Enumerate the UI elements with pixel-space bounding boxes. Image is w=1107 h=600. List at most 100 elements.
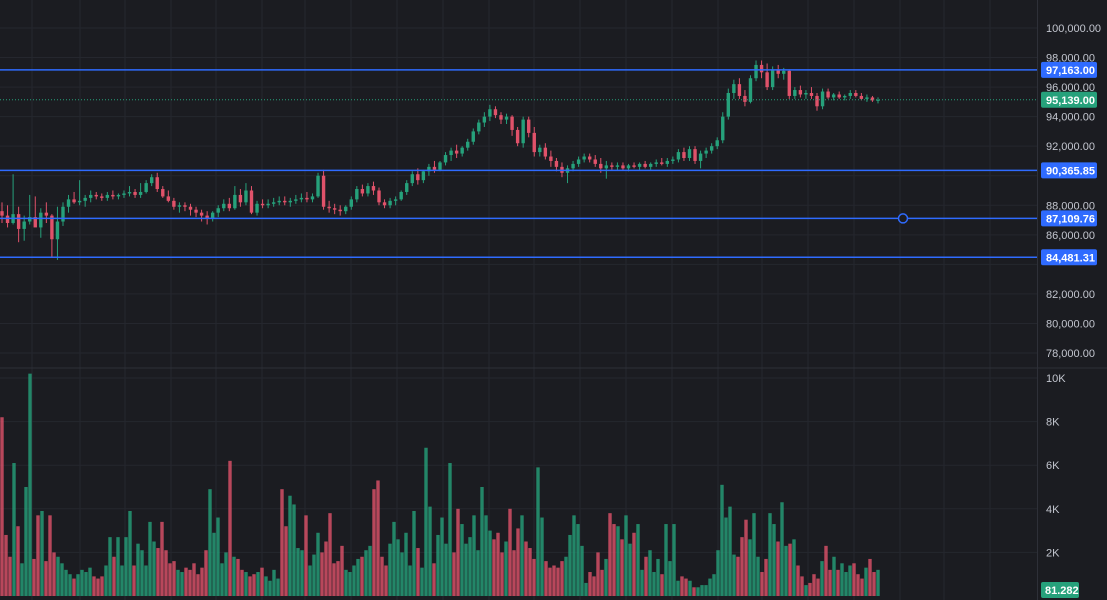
- volume-bar: [316, 532, 320, 596]
- volume-bar: [704, 585, 708, 596]
- candle-body: [321, 175, 326, 207]
- candle-body: [549, 156, 553, 161]
- candle-body: [632, 165, 636, 167]
- volume-bar: [240, 569, 244, 596]
- candle-body: [837, 94, 841, 98]
- volume-bar: [460, 524, 464, 596]
- candle-body: [820, 91, 825, 107]
- candle-body: [615, 165, 620, 167]
- candle-body: [210, 212, 215, 219]
- volume-bar: [324, 541, 328, 596]
- candle-body: [676, 152, 681, 160]
- volume-bar: [120, 565, 124, 596]
- volume-bar: [712, 574, 716, 596]
- candle-body: [831, 94, 836, 98]
- candle-body: [94, 194, 98, 197]
- candle-body: [61, 206, 65, 222]
- candle-body: [288, 200, 293, 203]
- volume-tick-label: 4K: [1046, 504, 1060, 516]
- candle-body: [876, 99, 880, 101]
- volume-bar: [320, 552, 324, 596]
- price-axis-ticks: 100,000.00 98,000.00 96,000.00 94,000.00 92,…: [1046, 23, 1101, 360]
- volume-bar: [332, 563, 336, 596]
- volume-bar: [596, 552, 600, 596]
- volume-bar: [204, 550, 208, 596]
- volume-bar: [344, 569, 348, 596]
- price-pane[interactable]: [0, 60, 1037, 260]
- volume-bar: [844, 572, 848, 596]
- candle-body: [532, 132, 536, 153]
- volume-bar: [128, 510, 132, 596]
- candle-body: [183, 205, 187, 207]
- volume-bar: [208, 489, 212, 596]
- volume-bar: [548, 567, 552, 596]
- volume-bar: [620, 539, 624, 596]
- candle-body: [782, 70, 786, 74]
- volume-bar: [876, 569, 880, 596]
- candle-body: [610, 165, 614, 167]
- volume-bar: [384, 565, 388, 596]
- candle-body: [693, 149, 697, 161]
- volume-pane[interactable]: [0, 373, 880, 596]
- candle-body: [194, 209, 198, 213]
- volume-bar: [348, 572, 352, 596]
- volume-last-tag-text: 81.282: [1045, 585, 1079, 597]
- candle-body: [643, 163, 647, 167]
- price-tick-label: 92,000.00: [1046, 141, 1095, 153]
- volume-bar: [736, 556, 740, 596]
- volume-bar: [32, 558, 36, 596]
- candle-body: [493, 109, 498, 116]
- horizontal-lines[interactable]: [0, 69, 1037, 259]
- price-axis[interactable]: 100,000.00 98,000.00 96,000.00 94,000.00 92,…: [1041, 23, 1101, 360]
- volume-axis[interactable]: 10K 8K 6K 4K 2K 81.282: [1041, 373, 1079, 598]
- volume-bar: [552, 565, 556, 596]
- candle-body: [138, 191, 143, 195]
- volume-bar: [800, 576, 804, 596]
- candle-body: [787, 70, 791, 96]
- volume-bar: [328, 513, 332, 596]
- volume-bar: [244, 572, 248, 596]
- candle-body: [227, 203, 232, 209]
- candle-body: [77, 200, 82, 203]
- candle-body: [582, 156, 586, 160]
- volume-bar: [404, 532, 408, 596]
- volume-bar: [264, 576, 268, 596]
- volume-bar: [368, 545, 372, 596]
- candle-body: [765, 72, 769, 88]
- candle-body: [5, 215, 10, 223]
- volume-bar: [232, 556, 236, 596]
- volume-bar: [840, 563, 844, 596]
- volume-bar: [640, 569, 644, 596]
- volume-bar: [436, 534, 440, 596]
- volume-bar: [56, 556, 60, 596]
- volume-bar: [804, 585, 808, 596]
- volume-bar: [632, 532, 636, 596]
- candle-body: [199, 212, 204, 216]
- volume-bar: [588, 572, 592, 596]
- candle-body: [255, 203, 259, 213]
- volume-bar: [52, 552, 56, 596]
- volume-bar: [516, 528, 520, 596]
- volume-bar: [64, 569, 68, 596]
- volume-bar: [196, 574, 200, 596]
- candle-body: [299, 197, 304, 200]
- volume-bar: [164, 550, 168, 596]
- volume-bar: [336, 561, 340, 596]
- candle-body: [144, 183, 148, 192]
- candle-body: [599, 163, 603, 169]
- drag-handle[interactable]: [897, 213, 909, 224]
- volume-bar: [352, 565, 356, 596]
- volume-bar: [852, 563, 856, 596]
- volume-bar: [312, 554, 316, 596]
- candle-body: [89, 194, 93, 198]
- volume-bar: [644, 556, 648, 596]
- volume-bar: [280, 489, 284, 596]
- candle-body: [122, 193, 126, 195]
- candle-body: [732, 84, 736, 93]
- volume-bar: [760, 572, 764, 596]
- candle-body: [626, 165, 631, 169]
- volume-bar: [816, 578, 820, 596]
- volume-bar: [716, 550, 720, 596]
- candle-body: [355, 189, 359, 200]
